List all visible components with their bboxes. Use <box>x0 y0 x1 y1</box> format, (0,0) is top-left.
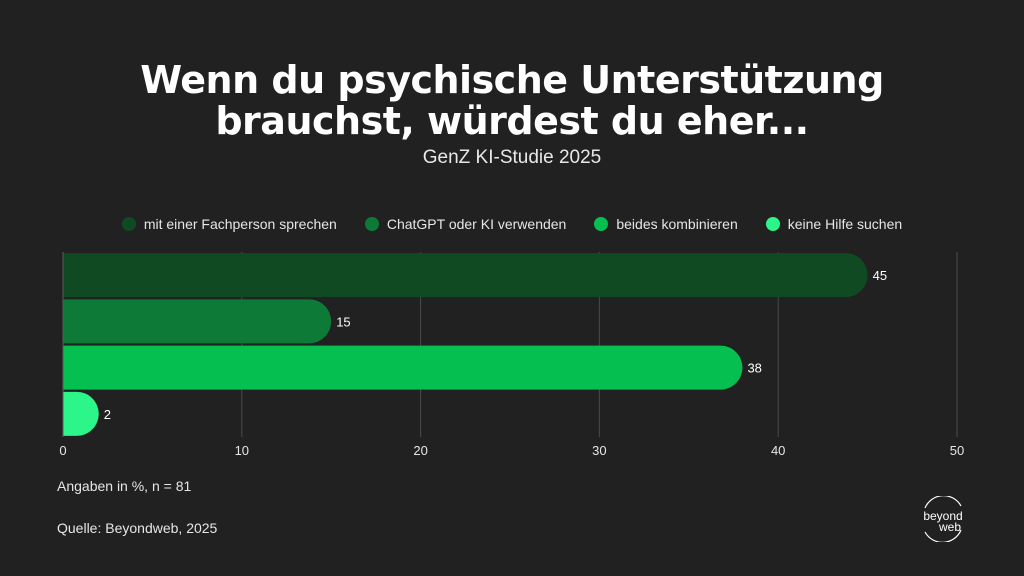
chart-title: Wenn du psychische Unterstützung brauchs… <box>0 60 1024 142</box>
x-tick-label-20: 20 <box>413 443 427 458</box>
legend-label-chatgpt: ChatGPT oder KI verwenden <box>386 216 567 232</box>
logo-line-1: beyond <box>923 509 962 523</box>
bar-beides <box>63 345 743 390</box>
sample-note: Angaben in %, n = 81 <box>57 478 192 494</box>
legend-label-keine-hilfe: keine Hilfe suchen <box>787 216 903 232</box>
legend-item-chatgpt: ChatGPT oder KI verwenden <box>364 216 567 232</box>
data-label-fachperson: 45 <box>873 268 887 283</box>
title-line-2: brauchst, würdest du eher... <box>215 99 809 143</box>
x-tick-label-30: 30 <box>592 443 606 458</box>
beyondweb-logo: beyond web <box>923 496 963 542</box>
data-label-keine-hilfe: 2 <box>104 407 111 422</box>
chart-legend: mit einer Fachperson sprechen ChatGPT od… <box>0 216 1024 232</box>
title-line-1: Wenn du psychische Unterstützung <box>140 58 884 102</box>
x-tick-label-40: 40 <box>771 443 785 458</box>
source-note: Quelle: Beyondweb, 2025 <box>57 520 218 536</box>
legend-label-fachperson: mit einer Fachperson sprechen <box>143 216 337 232</box>
legend-swatch-chatgpt <box>364 217 379 231</box>
chart-subtitle: GenZ KI-Studie 2025 <box>422 147 602 168</box>
legend-swatch-keine-hilfe <box>765 217 780 231</box>
data-label-beides: 38 <box>747 361 761 376</box>
x-tick-label-0: 0 <box>59 443 66 458</box>
legend-label-beides: beides kombinieren <box>616 216 738 232</box>
x-tick-label-10: 10 <box>235 443 249 458</box>
logo-line-2: web <box>938 520 961 534</box>
legend-swatch-beides <box>594 217 609 231</box>
data-label-chatgpt: 15 <box>336 314 350 329</box>
legend-item-beides: beides kombinieren <box>594 216 738 232</box>
x-tick-label-50: 50 <box>950 443 964 458</box>
legend-item-fachperson: mit einer Fachperson sprechen <box>121 216 337 232</box>
legend-swatch-fachperson <box>121 217 136 231</box>
bar-keine-hilfe <box>63 391 99 436</box>
bar-fachperson <box>63 253 868 298</box>
legend-item-keine-hilfe: keine Hilfe suchen <box>765 216 903 232</box>
bar-chatgpt <box>63 299 332 344</box>
